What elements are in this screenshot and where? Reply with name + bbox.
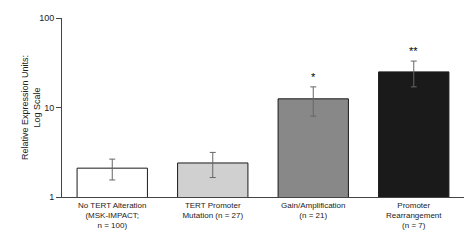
svg-text:Relative Expression Units:Log: Relative Expression Units:Log Scale — [20, 55, 42, 160]
svg-text:1: 1 — [49, 192, 54, 202]
svg-text:**: ** — [409, 45, 418, 57]
svg-text:10: 10 — [44, 103, 54, 113]
svg-text:PromoterRearrangement(n = 7): PromoterRearrangement(n = 7) — [386, 201, 442, 231]
svg-text:*: * — [311, 71, 316, 83]
svg-text:100: 100 — [39, 13, 54, 23]
svg-text:Gain/Amplification(n = 21): Gain/Amplification(n = 21) — [281, 201, 345, 220]
svg-text:No TERT Alteration(MSK-IMPACT;: No TERT Alteration(MSK-IMPACT;n = 100) — [78, 201, 146, 231]
svg-text:TERT PromoterMutation (n = 27): TERT PromoterMutation (n = 27) — [182, 201, 243, 220]
